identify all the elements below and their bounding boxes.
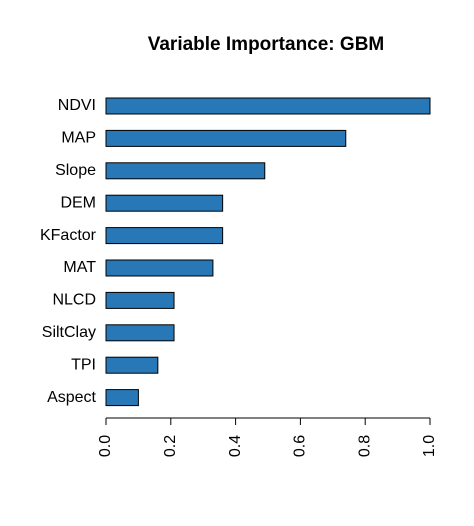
y-tick-label: Aspect (47, 389, 96, 406)
y-tick-label: MAT (63, 259, 96, 276)
bar (105, 324, 175, 342)
bar (105, 389, 139, 407)
y-tick-label: MAP (61, 130, 96, 147)
x-tick-label: 0.0 (97, 435, 114, 457)
bar (105, 356, 159, 374)
bar (105, 259, 214, 277)
bar (105, 97, 431, 115)
x-tick-label: 0.2 (162, 435, 179, 457)
chart-title: Variable Importance: GBM (148, 34, 385, 55)
bar (105, 291, 175, 309)
x-tick-label: 0.6 (292, 435, 309, 457)
bar (105, 162, 266, 180)
bar (105, 194, 224, 212)
y-tick-label: Slope (55, 162, 96, 179)
y-tick-label: KFactor (40, 227, 97, 244)
y-tick-label: NDVI (58, 97, 96, 114)
bar (105, 227, 224, 245)
y-tick-label: NLCD (52, 292, 96, 309)
x-tick-label: 0.4 (227, 435, 244, 457)
y-tick-label: SiltClay (42, 324, 96, 341)
x-tick-label: 1.0 (421, 435, 438, 457)
y-tick-label: DEM (60, 194, 96, 211)
x-tick-label: 0.8 (356, 435, 373, 457)
y-tick-label: TPI (71, 356, 96, 373)
bar (105, 129, 347, 147)
